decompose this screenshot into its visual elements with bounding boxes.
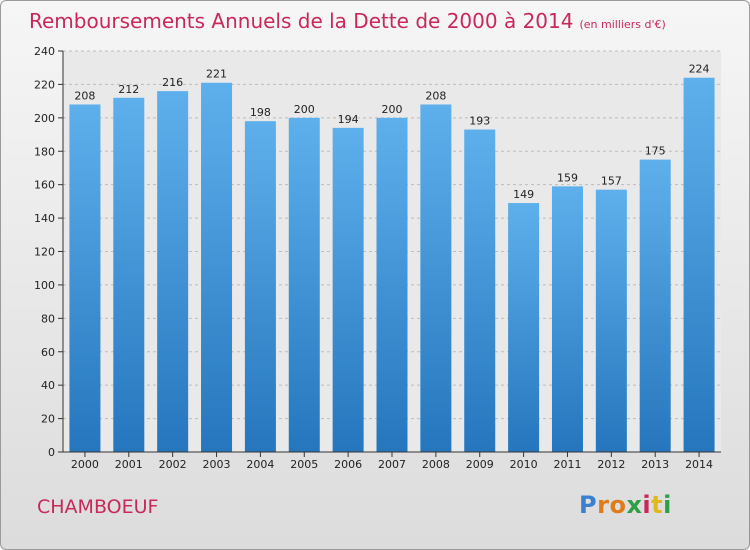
x-tick-label: 2010 (510, 458, 538, 471)
bar (157, 91, 189, 452)
y-tick-label: 140 (34, 212, 55, 225)
bar-value-label: 200 (294, 103, 315, 116)
bar (639, 159, 671, 452)
bar-value-label: 198 (250, 106, 271, 119)
bar (420, 104, 452, 452)
y-tick-label: 160 (34, 179, 55, 192)
chart-subtitle: (en milliers d'€) (579, 18, 666, 31)
bar-value-label: 208 (425, 89, 446, 102)
x-tick-label: 2002 (159, 458, 187, 471)
y-tick-label: 0 (48, 446, 55, 459)
bar (376, 117, 408, 452)
logo-letter: P (579, 491, 598, 519)
bar-value-label: 221 (206, 68, 227, 81)
y-tick-label: 220 (34, 78, 55, 91)
bar-value-label: 175 (645, 145, 666, 158)
y-tick-label: 100 (34, 279, 55, 292)
bar-value-label: 200 (382, 103, 403, 116)
logo-letter: r (597, 491, 610, 519)
y-tick-label: 80 (41, 312, 55, 325)
bar (69, 104, 101, 452)
y-tick-label: 120 (34, 246, 55, 259)
logo-letter: t (651, 491, 664, 519)
bar-value-label: 149 (513, 188, 534, 201)
x-tick-label: 2004 (246, 458, 274, 471)
x-tick-label: 2000 (71, 458, 99, 471)
commune-name: CHAMBOEUF (37, 496, 159, 518)
x-tick-label: 2003 (203, 458, 231, 471)
bar (551, 186, 583, 452)
x-tick-label: 2001 (115, 458, 143, 471)
bar-value-label: 212 (118, 83, 139, 96)
bar-value-label: 194 (338, 113, 359, 126)
bar-value-label: 208 (74, 89, 95, 102)
x-tick-label: 2013 (641, 458, 669, 471)
y-tick-label: 200 (34, 112, 55, 125)
logo-letter: i (663, 491, 672, 519)
bar-value-label: 224 (689, 63, 710, 76)
x-tick-label: 2012 (597, 458, 625, 471)
y-tick-label: 40 (41, 379, 55, 392)
logo-letter: o (609, 491, 627, 519)
bar (464, 129, 496, 452)
bar-value-label: 157 (601, 175, 622, 188)
bar (683, 77, 715, 452)
x-tick-label: 2009 (466, 458, 494, 471)
x-tick-label: 2011 (553, 458, 581, 471)
proxiti-logo: Proxiti (579, 491, 672, 519)
logo-letter: i (642, 491, 652, 519)
bar (244, 121, 276, 453)
bar (113, 97, 145, 453)
x-tick-label: 2006 (334, 458, 362, 471)
bar (332, 127, 364, 452)
bar-value-label: 159 (557, 171, 578, 184)
bar (201, 82, 233, 452)
bar (508, 203, 540, 452)
x-tick-label: 2005 (290, 458, 318, 471)
chart-title: Remboursements Annuels de la Dette de 20… (29, 9, 666, 33)
bar-value-label: 193 (469, 115, 490, 128)
y-tick-label: 180 (34, 145, 55, 158)
x-tick-label: 2014 (685, 458, 713, 471)
y-tick-label: 60 (41, 346, 55, 359)
bar (288, 117, 320, 452)
x-tick-label: 2008 (422, 458, 450, 471)
y-tick-label: 20 (41, 413, 55, 426)
x-tick-label: 2007 (378, 458, 406, 471)
y-tick-label: 240 (34, 45, 55, 58)
bar (595, 189, 627, 452)
logo-letter: x (626, 491, 643, 519)
bar-value-label: 216 (162, 76, 183, 89)
